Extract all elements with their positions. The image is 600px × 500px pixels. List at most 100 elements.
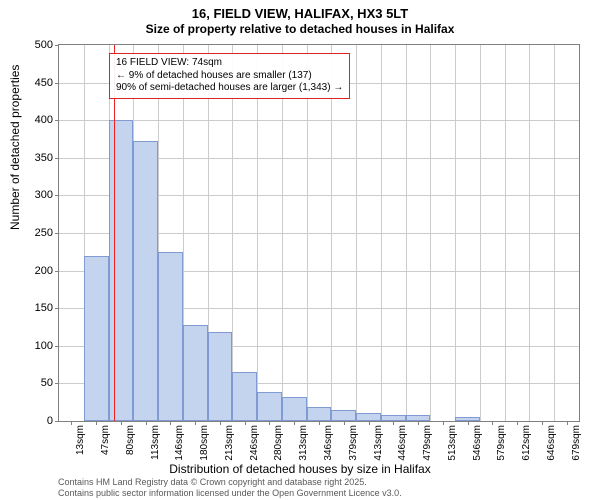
y-tick-label: 350 [35, 152, 53, 164]
x-tick-mark [517, 421, 518, 425]
y-tick-mark [55, 383, 59, 384]
grid-line-vertical [455, 45, 456, 421]
y-tick-mark [55, 346, 59, 347]
property-marker-line [114, 45, 115, 421]
x-tick-label: 646sqm [546, 425, 557, 461]
x-axis-label: Distribution of detached houses by size … [0, 462, 600, 476]
y-tick-label: 300 [35, 189, 53, 201]
x-tick-mark [468, 421, 469, 425]
x-tick-mark [492, 421, 493, 425]
histogram-bar [356, 413, 381, 421]
footer-attribution: Contains HM Land Registry data © Crown c… [58, 477, 402, 498]
x-tick-label: 246sqm [249, 425, 260, 461]
x-tick-label: 47sqm [100, 425, 111, 455]
x-tick-label: 379sqm [348, 425, 359, 461]
chart-container: 16, FIELD VIEW, HALIFAX, HX3 5LT Size of… [0, 0, 600, 500]
grid-line-vertical [505, 45, 506, 421]
x-tick-mark [146, 421, 147, 425]
y-tick-label: 400 [35, 114, 53, 126]
histogram-bar [232, 372, 257, 421]
y-tick-label: 150 [35, 302, 53, 314]
x-tick-mark [294, 421, 295, 425]
grid-line-vertical [554, 45, 555, 421]
x-tick-mark [369, 421, 370, 425]
footer-line2: Contains public sector information licen… [58, 488, 402, 498]
grid-line-vertical [406, 45, 407, 421]
x-tick-label: 213sqm [224, 425, 235, 461]
annotation-line3: 90% of semi-detached houses are larger (… [116, 82, 343, 95]
y-tick-mark [55, 271, 59, 272]
x-tick-mark [245, 421, 246, 425]
histogram-bar [208, 332, 233, 421]
y-tick-mark [55, 308, 59, 309]
y-tick-label: 0 [47, 415, 53, 427]
x-tick-mark [418, 421, 419, 425]
histogram-bar [183, 325, 208, 421]
grid-line-vertical [257, 45, 258, 421]
annotation-box: 16 FIELD VIEW: 74sqm ← 9% of detached ho… [109, 53, 350, 99]
annotation-line2: ← 9% of detached houses are smaller (137… [116, 70, 343, 83]
x-tick-label: 180sqm [199, 425, 210, 461]
y-tick-mark [55, 421, 59, 422]
x-tick-mark [344, 421, 345, 425]
x-tick-mark [542, 421, 543, 425]
x-tick-label: 479sqm [422, 425, 433, 461]
y-tick-label: 50 [41, 377, 53, 389]
histogram-bar [158, 252, 183, 421]
grid-line-vertical [529, 45, 530, 421]
x-tick-label: 313sqm [298, 425, 309, 461]
histogram-bar [133, 141, 158, 421]
x-tick-mark [195, 421, 196, 425]
chart-title-line1: 16, FIELD VIEW, HALIFAX, HX3 5LT [0, 0, 600, 21]
y-tick-mark [55, 158, 59, 159]
x-tick-mark [71, 421, 72, 425]
x-tick-label: 113sqm [150, 425, 161, 460]
x-tick-mark [96, 421, 97, 425]
y-tick-label: 500 [35, 39, 53, 51]
histogram-bar [109, 120, 134, 421]
x-tick-label: 280sqm [273, 425, 284, 461]
x-tick-mark [443, 421, 444, 425]
x-tick-label: 80sqm [125, 425, 136, 455]
x-tick-label: 679sqm [571, 425, 582, 461]
x-tick-mark [220, 421, 221, 425]
histogram-bar [282, 397, 307, 421]
grid-line-vertical [480, 45, 481, 421]
grid-line-vertical [356, 45, 357, 421]
x-tick-label: 513sqm [447, 425, 458, 461]
plot-area: 05010015020025030035040045050013sqm47sqm… [58, 44, 580, 422]
x-tick-mark [567, 421, 568, 425]
annotation-line1: 16 FIELD VIEW: 74sqm [116, 57, 343, 70]
grid-line-vertical [331, 45, 332, 421]
histogram-bar [257, 392, 282, 421]
grid-line-vertical [430, 45, 431, 421]
chart-title-line2: Size of property relative to detached ho… [0, 22, 600, 36]
histogram-bar [307, 407, 332, 421]
grid-line-horizontal [59, 120, 579, 121]
histogram-bar [331, 410, 356, 421]
footer-line1: Contains HM Land Registry data © Crown c… [58, 477, 402, 487]
y-tick-mark [55, 83, 59, 84]
x-tick-label: 413sqm [373, 425, 384, 461]
x-tick-mark [121, 421, 122, 425]
y-tick-mark [55, 233, 59, 234]
grid-line-vertical [381, 45, 382, 421]
grid-line-vertical [307, 45, 308, 421]
x-tick-label: 546sqm [472, 425, 483, 461]
y-tick-label: 250 [35, 227, 53, 239]
y-tick-mark [55, 45, 59, 46]
x-tick-label: 346sqm [323, 425, 334, 461]
x-tick-label: 612sqm [521, 425, 532, 461]
y-axis-label: Number of detached properties [8, 65, 22, 230]
grid-line-vertical [232, 45, 233, 421]
x-tick-label: 13sqm [75, 425, 86, 455]
x-tick-label: 446sqm [397, 425, 408, 461]
x-tick-mark [319, 421, 320, 425]
y-tick-mark [55, 120, 59, 121]
histogram-bar [84, 256, 109, 421]
y-tick-label: 200 [35, 265, 53, 277]
x-tick-label: 146sqm [174, 425, 185, 461]
grid-line-vertical [282, 45, 283, 421]
y-tick-mark [55, 195, 59, 196]
y-tick-label: 100 [35, 340, 53, 352]
